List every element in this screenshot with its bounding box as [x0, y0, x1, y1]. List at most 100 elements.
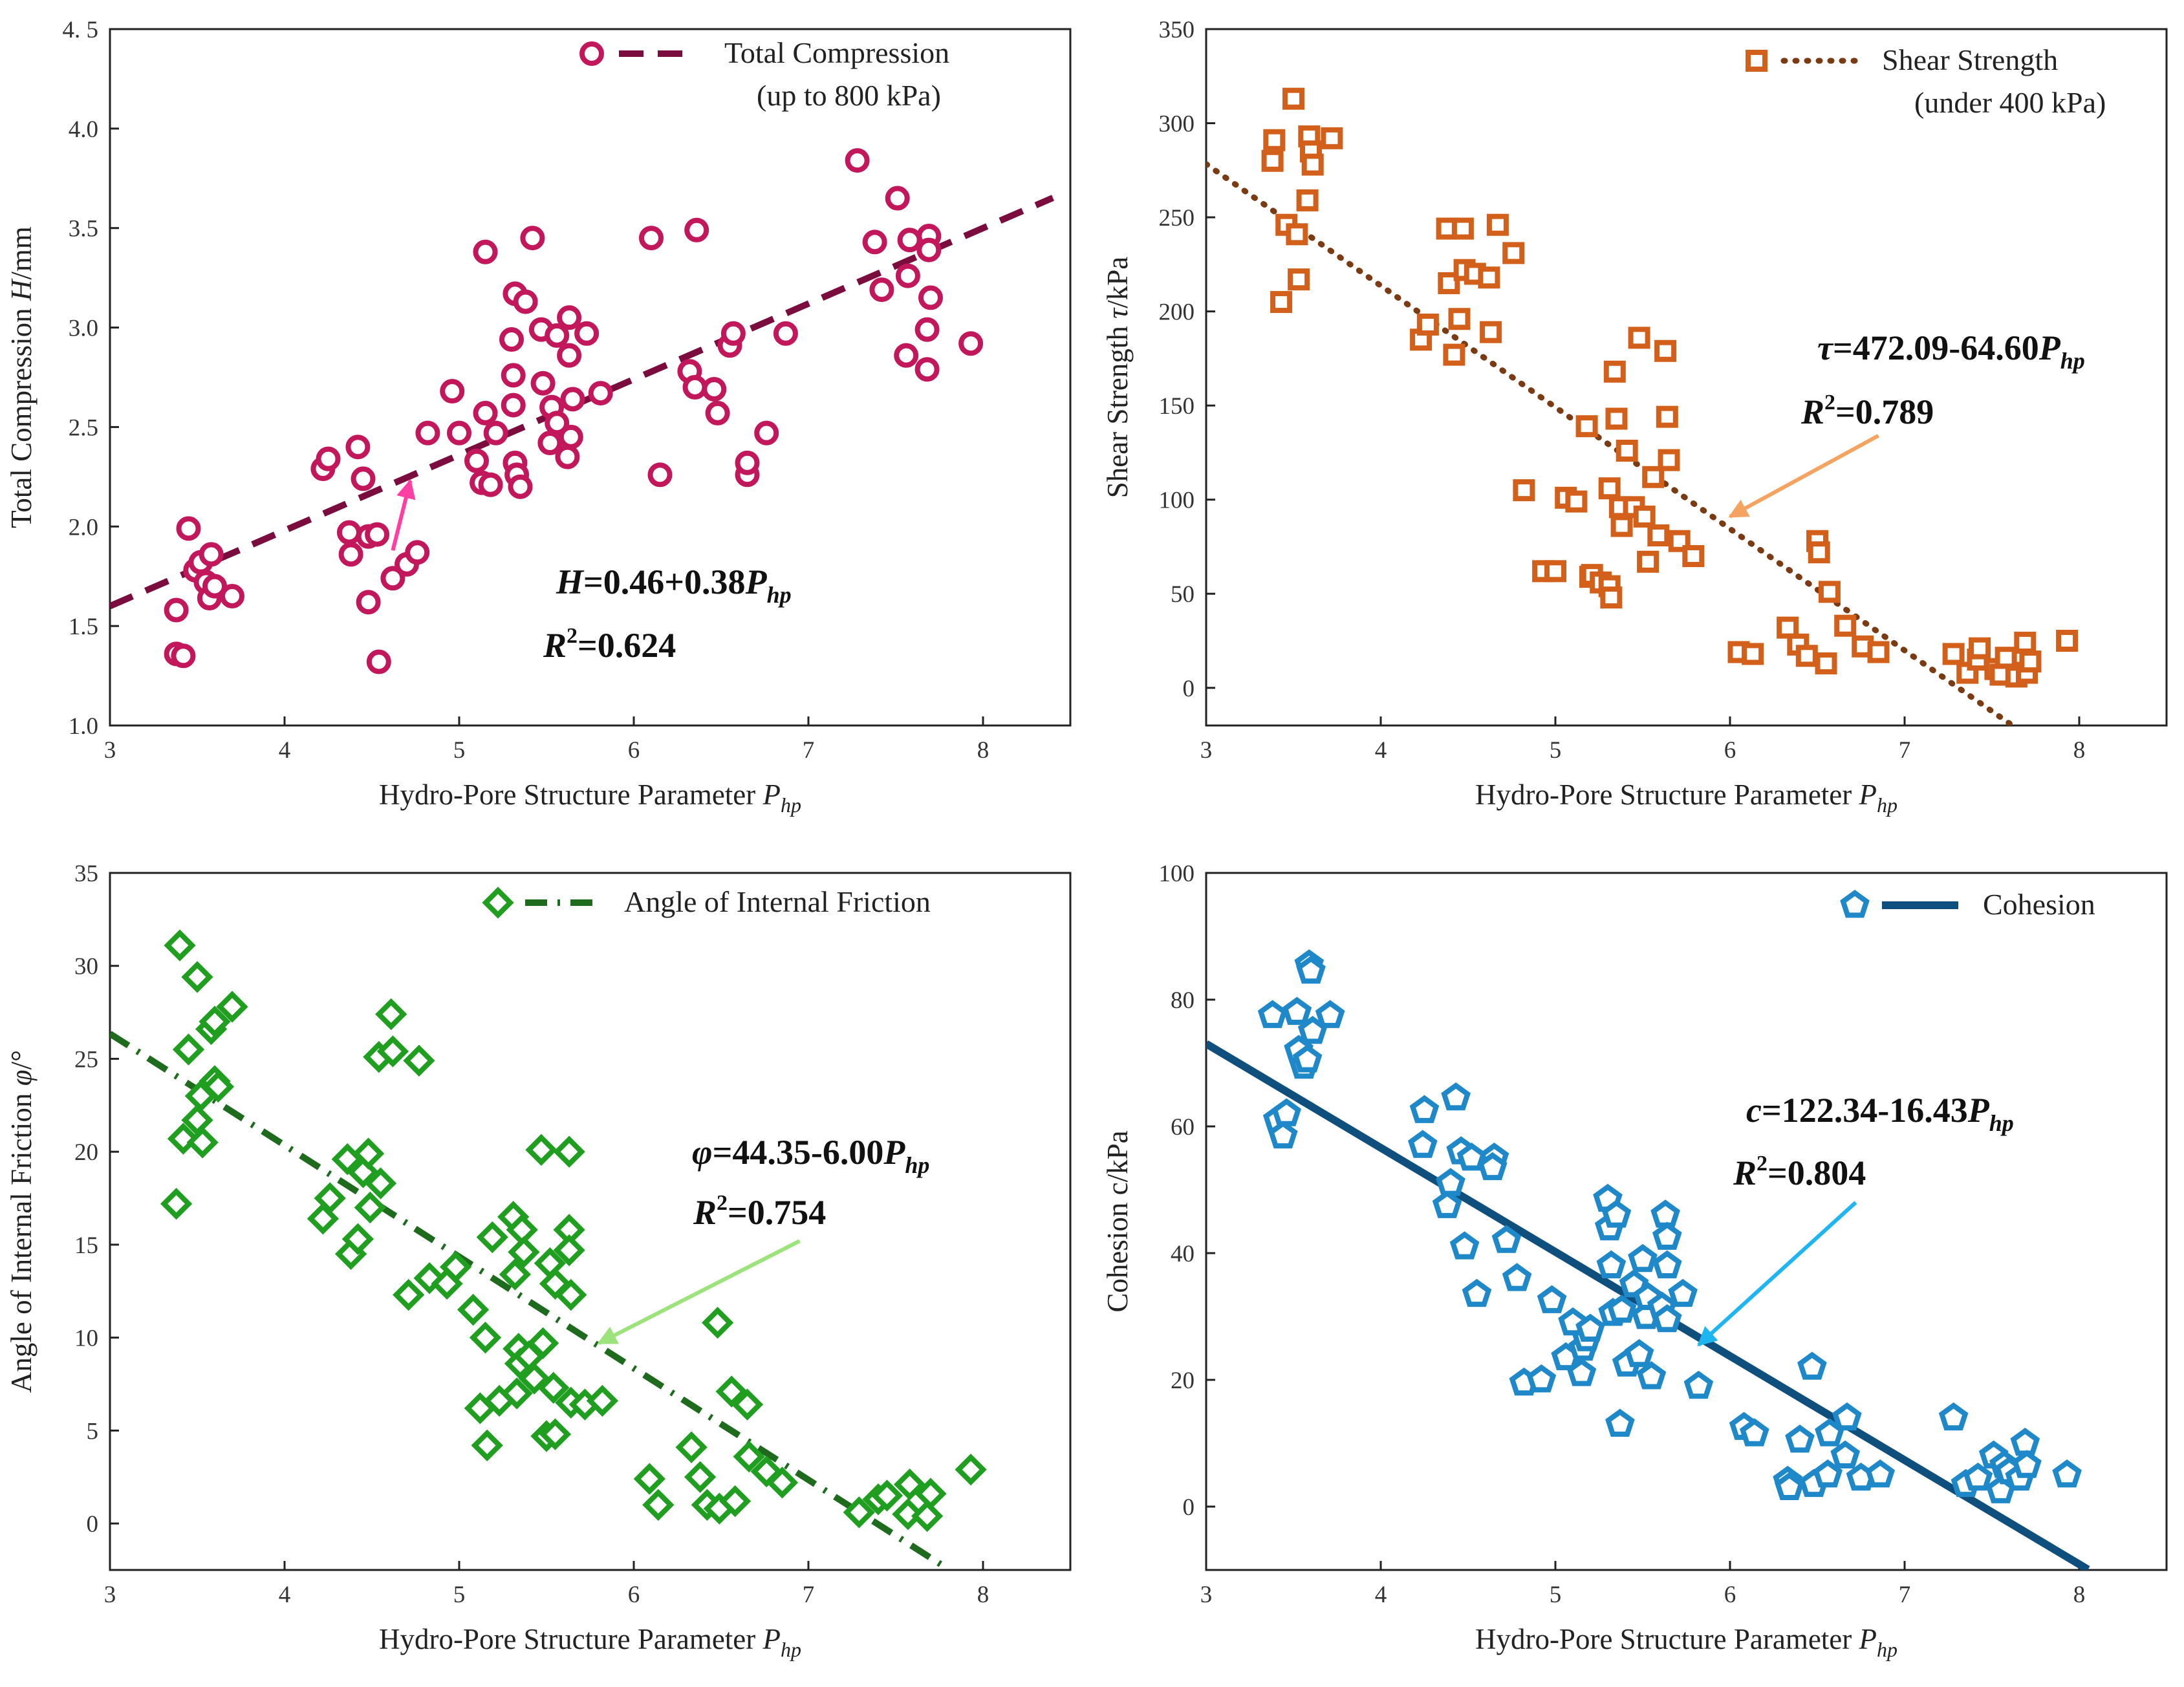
legend-marker — [579, 41, 604, 66]
y-tick-label: 50 — [1171, 581, 1195, 608]
y-axis-label: Shear Strength τ/kPa — [1101, 257, 1134, 499]
x-tick-label: 5 — [453, 737, 466, 764]
data-point — [345, 435, 371, 460]
annotation-arrow — [597, 1239, 801, 1345]
data-point — [555, 1278, 587, 1311]
data-point — [1606, 1295, 1637, 1323]
data-point — [356, 590, 381, 615]
data-point — [1449, 1231, 1480, 1260]
data-point — [464, 448, 489, 473]
data-point — [862, 230, 887, 255]
data-point — [1600, 586, 1623, 609]
data-point — [405, 540, 430, 565]
data-point — [1834, 614, 1857, 637]
data-point — [1658, 449, 1680, 471]
x-tick-label: 3 — [104, 737, 116, 764]
x-tick-label: 6 — [628, 1582, 640, 1608]
data-point — [447, 420, 471, 446]
data-point — [1268, 1120, 1298, 1149]
data-point — [199, 1005, 231, 1038]
legend-label: Angle of Internal Friction — [624, 885, 931, 918]
data-point — [352, 1137, 385, 1170]
data-point — [354, 1191, 386, 1224]
legend-sublabel: (under 400 kPa) — [1914, 86, 2106, 119]
data-point — [1288, 268, 1310, 291]
data-point — [2014, 631, 2037, 654]
data-point — [2010, 1428, 2040, 1456]
x-tick-label: 5 — [1550, 1582, 1562, 1608]
y-tick-label: 100 — [1159, 861, 1195, 887]
data-point — [1462, 1278, 1492, 1307]
y-tick-label: 3.5 — [69, 216, 98, 242]
data-point — [684, 217, 709, 242]
x-tick-label: 4 — [279, 1582, 291, 1608]
data-point — [518, 1362, 550, 1395]
data-point — [1296, 189, 1319, 211]
data-point — [1436, 1168, 1465, 1196]
x-axis-label: Hydro-Pore Structure Parameter Php — [379, 779, 801, 817]
data-point — [530, 371, 556, 396]
data-point — [1566, 1358, 1597, 1386]
x-tick-label: 3 — [104, 1582, 116, 1608]
data-point — [555, 444, 580, 469]
data-point — [545, 411, 570, 436]
y-tick-label: 300 — [1159, 111, 1195, 138]
data-point — [914, 357, 940, 382]
data-point — [1286, 223, 1308, 246]
data-point — [1409, 1095, 1440, 1123]
data-point — [1486, 213, 1509, 236]
data-point — [501, 1377, 533, 1410]
data-point — [1832, 1402, 1862, 1431]
data-point — [1797, 1351, 1827, 1380]
data-point — [181, 961, 213, 993]
data-point — [1652, 1304, 1682, 1333]
data-point — [537, 431, 563, 456]
y-tick-label: 0 — [1183, 676, 1195, 702]
data-point — [513, 289, 538, 314]
data-point — [1544, 560, 1566, 583]
data-point — [702, 376, 727, 402]
data-point — [164, 597, 189, 623]
data-point — [1315, 1000, 1345, 1028]
data-point — [314, 1182, 346, 1214]
data-point — [1647, 524, 1670, 547]
x-tick-label: 4 — [279, 737, 291, 764]
data-point — [1795, 645, 1818, 667]
data-point — [393, 1278, 425, 1311]
x-tick-label: 8 — [2073, 737, 2086, 764]
fit-line — [1206, 161, 2016, 725]
data-point — [684, 1461, 717, 1493]
data-point — [1575, 415, 1598, 438]
legend-marker — [1746, 50, 1768, 72]
data-point — [574, 321, 600, 346]
r-squared: R2=0.754 — [693, 1191, 826, 1232]
x-tick-label: 5 — [1550, 737, 1562, 764]
data-point — [1633, 505, 1656, 528]
data-point — [376, 1035, 409, 1068]
data-point — [501, 363, 526, 388]
x-axis-label: Hydro-Pore Structure Parameter Php — [1475, 779, 1897, 817]
y-tick-label: 20 — [1171, 1368, 1195, 1394]
data-point — [525, 1134, 557, 1166]
data-point — [1777, 616, 1799, 639]
x-tick-label: 8 — [977, 737, 989, 764]
data-point — [501, 392, 526, 418]
data-point — [202, 1070, 235, 1103]
y-tick-label: 250 — [1159, 205, 1195, 231]
data-point — [478, 472, 503, 497]
data-point — [1261, 149, 1284, 172]
data-point — [2012, 1450, 2042, 1478]
legend-label: Cohesion — [1983, 888, 2095, 921]
data-point — [1601, 1199, 1632, 1228]
data-point — [1271, 1098, 1302, 1126]
data-point — [1603, 360, 1626, 383]
data-point — [701, 1307, 734, 1339]
data-point — [1491, 1225, 1522, 1253]
data-point — [1652, 1221, 1682, 1250]
x-tick-label: 7 — [1899, 737, 1911, 764]
data-point — [897, 228, 922, 253]
data-point — [1282, 996, 1312, 1025]
data-point — [557, 305, 582, 330]
data-point — [199, 542, 224, 567]
